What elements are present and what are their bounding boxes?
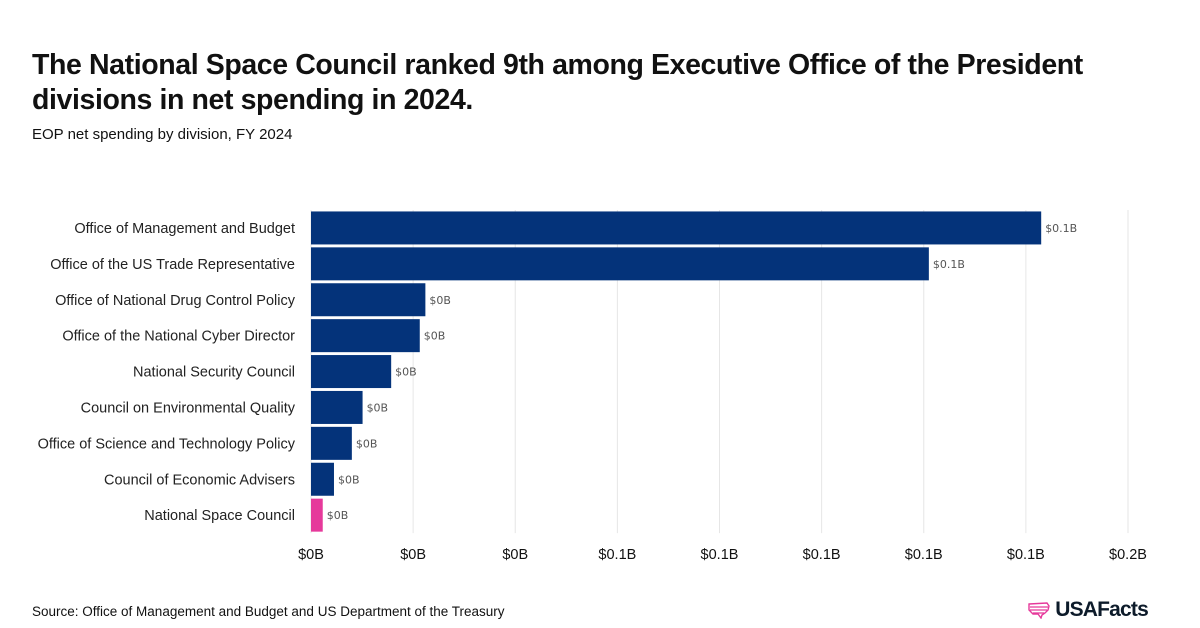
usafacts-wordmark: USAFacts bbox=[1055, 598, 1149, 621]
x-tick-label: $0.1B bbox=[905, 547, 943, 563]
x-tick-label: $0.1B bbox=[598, 547, 636, 563]
bar bbox=[311, 319, 420, 353]
value-label: $0B bbox=[424, 330, 446, 343]
value-label: $0B bbox=[356, 437, 378, 450]
category-label: Office of National Drug Control Policy bbox=[55, 293, 296, 309]
category-label: Council of Economic Advisers bbox=[104, 472, 295, 488]
x-tick-label: $0.1B bbox=[1007, 547, 1045, 563]
chart-subtitle: EOP net spending by division, FY 2024 bbox=[32, 126, 293, 143]
category-label: National Security Council bbox=[133, 365, 295, 381]
bar bbox=[311, 462, 334, 496]
value-label: $0.1B bbox=[933, 258, 965, 271]
value-label: $0.1B bbox=[1045, 222, 1077, 235]
value-label: $0B bbox=[338, 473, 360, 486]
value-label: $0B bbox=[367, 401, 389, 414]
value-label: $0B bbox=[429, 294, 451, 307]
x-tick-label: $0.1B bbox=[803, 547, 841, 563]
usafacts-logo: USAFacts bbox=[1027, 598, 1149, 622]
value-label: $0B bbox=[395, 366, 417, 379]
source-note: Source: Office of Management and Budget … bbox=[32, 604, 505, 619]
bar-chart: Office of Management and Budget Office of… bbox=[38, 210, 1147, 563]
value-labels: $0.1B $0.1B $0B $0B $0B $0B $0B $0B $0B bbox=[327, 222, 1077, 522]
bars bbox=[311, 211, 1042, 532]
x-tick-label: $0.1B bbox=[701, 547, 739, 563]
bar bbox=[311, 211, 1042, 245]
bar bbox=[311, 498, 323, 532]
bar bbox=[311, 247, 929, 281]
category-label: Office of Science and Technology Policy bbox=[38, 436, 296, 452]
category-label: Office of the US Trade Representative bbox=[50, 257, 295, 273]
chart-title: The National Space Council ranked 9th am… bbox=[32, 49, 1083, 116]
x-tick-label: $0.2B bbox=[1109, 547, 1147, 563]
bar bbox=[311, 426, 352, 460]
x-tick-label: $0B bbox=[502, 547, 528, 563]
category-label: Council on Environmental Quality bbox=[81, 400, 296, 416]
usa-map-stripes-icon bbox=[1028, 602, 1050, 619]
category-label: National Space Council bbox=[144, 508, 295, 524]
x-tick-label: $0B bbox=[400, 547, 426, 563]
x-axis-ticks: $0B $0B $0B $0.1B $0.1B $0.1B $0.1B $0.1B $0.2B bbox=[298, 547, 1147, 563]
category-labels: Office of Management and Budget Office of… bbox=[38, 221, 296, 524]
bar bbox=[311, 283, 426, 317]
x-tick-label: $0B bbox=[298, 547, 324, 563]
bar bbox=[311, 355, 392, 389]
category-label: Office of Management and Budget bbox=[74, 221, 295, 237]
bar bbox=[311, 390, 363, 424]
category-label: Office of the National Cyber Director bbox=[62, 329, 295, 345]
value-label: $0B bbox=[327, 509, 349, 522]
